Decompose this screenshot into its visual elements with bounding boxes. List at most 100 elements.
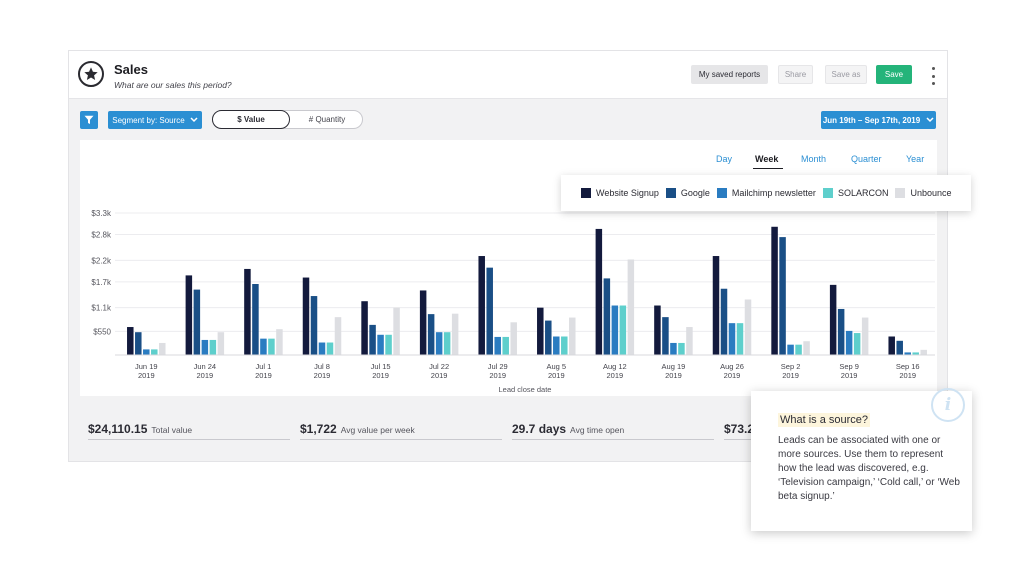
legend-item-google[interactable]: Google: [665, 188, 710, 198]
x-tick-label: Sep 16: [896, 362, 920, 371]
bar: [185, 275, 193, 355]
x-tick-label: Aug 26: [720, 362, 744, 371]
x-tick-year-label: 2019: [255, 371, 272, 380]
x-tick-label: Jul 22: [429, 362, 449, 371]
bar: [678, 342, 685, 355]
bar: [268, 338, 275, 355]
info-icon[interactable]: i: [931, 388, 965, 422]
bar: [611, 305, 619, 355]
save-as-button[interactable]: Save as: [825, 65, 867, 84]
date-range-dropdown[interactable]: Jun 19th – Sep 17th, 2019: [821, 111, 936, 129]
bar: [595, 228, 603, 355]
legend-swatch: [895, 188, 906, 198]
chevron-down-icon: [190, 117, 198, 123]
bar: [443, 332, 451, 355]
tab-week[interactable]: Week: [755, 154, 779, 164]
bar: [779, 237, 786, 355]
bar: [795, 344, 802, 355]
filter-icon: [84, 115, 94, 124]
legend-label: SOLARCON: [837, 188, 889, 198]
bar: [318, 342, 326, 355]
bar: [502, 336, 509, 355]
legend-item-mailchimp[interactable]: Mailchimp newsletter: [716, 188, 816, 198]
tab-day[interactable]: Day: [716, 154, 733, 164]
x-tick-year-label: 2019: [548, 371, 565, 380]
bar: [569, 317, 576, 355]
bar: [151, 349, 158, 355]
x-axis-label: Lead close date: [499, 385, 552, 394]
legend-label: Unbounce: [910, 188, 952, 198]
bar: [537, 307, 544, 355]
x-tick-label: Jun 24: [194, 362, 217, 371]
bar: [135, 332, 142, 355]
bar: [252, 284, 259, 355]
bar: [845, 330, 853, 355]
bar: [803, 341, 810, 355]
x-tick-year-label: 2019: [724, 371, 741, 380]
star-icon[interactable]: [78, 61, 104, 87]
kpi-avg-value: $1,722 Avg value per week: [300, 420, 415, 440]
kpi-value: 29.7 days: [512, 422, 567, 436]
bar: [302, 277, 310, 355]
bar: [662, 317, 669, 355]
bar: [771, 226, 778, 355]
x-tick-label: Jul 15: [371, 362, 391, 371]
bar: [837, 308, 845, 355]
save-button[interactable]: Save: [876, 65, 912, 84]
bar: [427, 314, 435, 355]
legend-item-website-signup[interactable]: Website Signup: [581, 188, 659, 198]
segment-label: Segment by: Source: [112, 115, 185, 125]
bar: [920, 349, 927, 355]
bar: [193, 289, 201, 355]
page-subtitle: What are our sales this period?: [114, 80, 232, 90]
bar: [670, 342, 677, 355]
bar: [888, 336, 895, 355]
bar: [127, 327, 134, 355]
kpi-divider: [300, 439, 502, 440]
x-tick-year-label: 2019: [138, 371, 155, 380]
chevron-down-icon: [926, 117, 934, 123]
y-tick-label: $3.3k: [91, 209, 112, 218]
saved-reports-button[interactable]: My saved reports: [691, 65, 768, 84]
bar: [494, 336, 501, 355]
tab-quarter[interactable]: Quarter: [851, 154, 882, 164]
bar: [260, 338, 267, 355]
filter-button[interactable]: [80, 111, 98, 129]
legend-item-solarcon[interactable]: SOLARCON: [822, 188, 889, 198]
x-tick-label: Aug 12: [603, 362, 627, 371]
y-tick-label: $1.7k: [91, 278, 112, 287]
bar: [686, 327, 693, 355]
report-header: Sales What are our sales this period? My…: [69, 51, 947, 99]
tab-year[interactable]: Year: [906, 154, 925, 164]
bar: [217, 332, 225, 355]
x-tick-year-label: 2019: [372, 371, 389, 380]
toggle-value-option[interactable]: $ Value: [212, 110, 290, 129]
bar: [619, 305, 627, 355]
bar: [143, 349, 150, 355]
legend-swatch: [581, 188, 591, 198]
bar: [603, 278, 611, 355]
x-tick-label: Jul 29: [488, 362, 508, 371]
kpi-divider: [88, 439, 290, 440]
chart-legend: Website Signup Google Mailchimp newslett…: [561, 175, 971, 211]
bar: [912, 352, 919, 355]
share-button[interactable]: Share: [778, 65, 813, 84]
bar: [361, 301, 368, 355]
kpi-label: Total value: [151, 425, 193, 435]
more-options-icon[interactable]: [930, 67, 936, 85]
bar: [451, 313, 459, 355]
kpi-total-value: $24,110.15 Total value: [88, 420, 192, 440]
kpi-label: Avg value per week: [340, 425, 415, 435]
x-tick-label: Sep 9: [839, 362, 859, 371]
page-title: Sales: [114, 62, 148, 77]
segment-by-dropdown[interactable]: Segment by: Source: [108, 111, 202, 129]
legend-item-unbounce[interactable]: Unbounce: [895, 188, 952, 198]
kpi-value: $1,722: [300, 422, 337, 436]
bar: [478, 256, 485, 355]
tab-month[interactable]: Month: [801, 154, 827, 164]
legend-label: Mailchimp newsletter: [731, 188, 816, 198]
bar: [377, 334, 384, 355]
bar: [712, 256, 720, 355]
toggle-quantity-option[interactable]: # Quantity: [308, 115, 346, 124]
